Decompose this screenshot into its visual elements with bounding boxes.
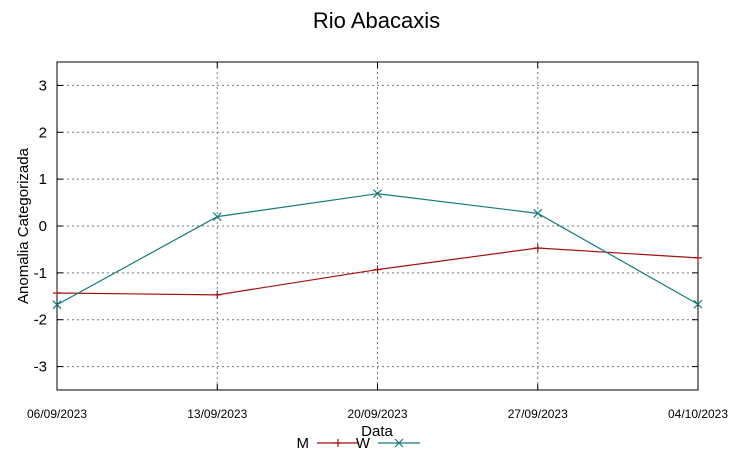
data-point-M bbox=[533, 244, 542, 253]
y-tick-label: 3 bbox=[39, 77, 47, 94]
x-tick-label: 04/10/2023 bbox=[668, 407, 728, 421]
data-point-W bbox=[373, 189, 382, 199]
x-tick-label: 13/09/2023 bbox=[187, 407, 247, 421]
y-tick-label: -1 bbox=[34, 265, 47, 282]
data-point-W bbox=[693, 299, 703, 309]
series-layer bbox=[52, 189, 703, 310]
y-tick-label: 2 bbox=[39, 124, 47, 141]
x-tick-label: 06/09/2023 bbox=[27, 407, 87, 421]
data-point-W bbox=[533, 208, 543, 218]
y-tick-label: 1 bbox=[39, 171, 47, 188]
legend-label-M: M bbox=[297, 435, 310, 452]
y-axis-label: Anomalia Categorizada bbox=[15, 147, 32, 304]
x-tick-label: 20/09/2023 bbox=[347, 407, 407, 421]
data-point-M bbox=[213, 290, 222, 299]
ticks-layer: -3 -2 -1 0 1 2 3 06/09/2023 13/09/2023 20/09/2023… bbox=[27, 62, 728, 421]
legend-marker-M bbox=[334, 439, 342, 447]
data-point-M bbox=[373, 265, 382, 274]
x-axis-label: Data bbox=[361, 423, 393, 440]
data-point-M bbox=[53, 289, 61, 298]
grid-layer bbox=[57, 62, 698, 390]
chart-title: Rio Abacaxis bbox=[312, 8, 441, 33]
y-tick-label: -2 bbox=[34, 312, 47, 329]
legend-marker-W bbox=[394, 438, 404, 448]
y-tick-label: 0 bbox=[39, 218, 47, 235]
y-tick-label: -3 bbox=[34, 359, 47, 376]
data-point-M bbox=[694, 253, 702, 262]
data-point-W bbox=[212, 212, 222, 222]
legend-label-W: W bbox=[356, 435, 371, 452]
data-point-W bbox=[52, 300, 62, 310]
x-tick-label: 27/09/2023 bbox=[508, 407, 568, 421]
